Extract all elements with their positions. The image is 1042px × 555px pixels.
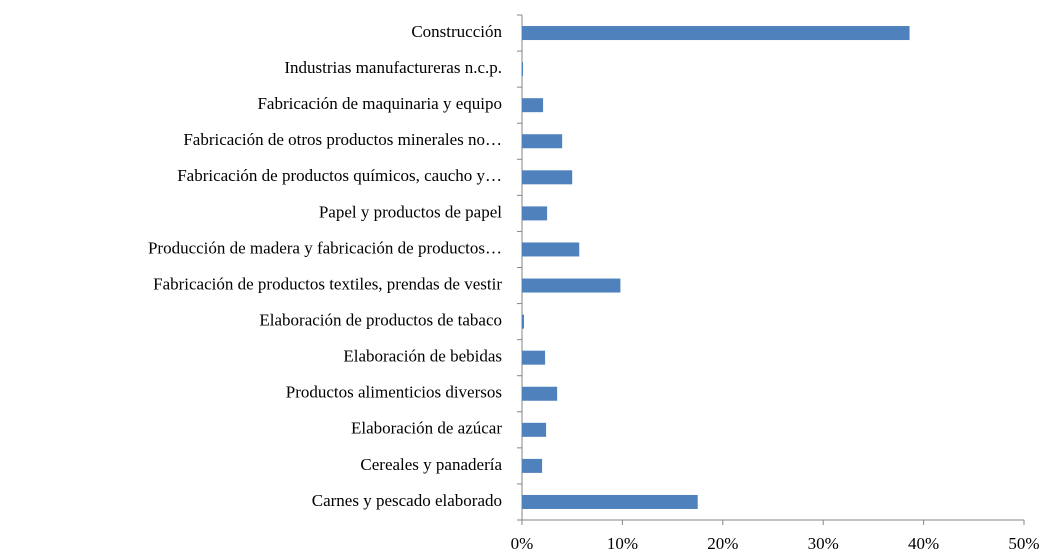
- y-tick-label: Cereales y panadería: [360, 455, 502, 474]
- y-tick-label: Elaboración de productos de tabaco: [259, 311, 502, 330]
- bar: [522, 242, 580, 257]
- bar: [522, 206, 548, 221]
- y-tick-label: Fabricación de productos químicos, cauch…: [177, 166, 502, 185]
- bar: [522, 98, 544, 113]
- bar: [522, 350, 546, 365]
- bar: [522, 422, 547, 437]
- y-tick-label: Carnes y pescado elaborado: [312, 491, 502, 510]
- y-tick-label: Industrias manufactureras n.c.p.: [284, 58, 502, 77]
- y-tick-label: Fabricación de maquinaria y equipo: [257, 94, 502, 113]
- y-tick-label: Producción de madera y fabricación de pr…: [148, 238, 502, 257]
- y-tick-label: Construcción: [411, 22, 502, 41]
- bar: [522, 134, 563, 149]
- bar: [522, 314, 525, 329]
- x-tick-label: 40%: [908, 534, 939, 553]
- x-tick-label: 20%: [707, 534, 738, 553]
- y-tick-label: Fabricación de productos textiles, prend…: [153, 274, 502, 293]
- y-tick-label: Productos alimenticios diversos: [286, 383, 502, 402]
- x-tick-label: 10%: [607, 534, 638, 553]
- y-tick-label: Elaboración de azúcar: [351, 419, 502, 438]
- bar: [522, 458, 543, 473]
- bar: [522, 278, 621, 293]
- x-tick-label: 0%: [511, 534, 534, 553]
- bar: [522, 62, 524, 77]
- y-tick-label: Elaboración de bebidas: [343, 347, 502, 366]
- y-tick-label: Fabricación de otros productos minerales…: [183, 130, 502, 149]
- bar: [522, 26, 910, 41]
- x-tick-label: 50%: [1008, 534, 1039, 553]
- bar: [522, 386, 558, 401]
- x-tick-label: 30%: [808, 534, 839, 553]
- bar: [522, 170, 573, 185]
- bar: [522, 494, 698, 509]
- y-tick-label: Papel y productos de papel: [319, 202, 502, 221]
